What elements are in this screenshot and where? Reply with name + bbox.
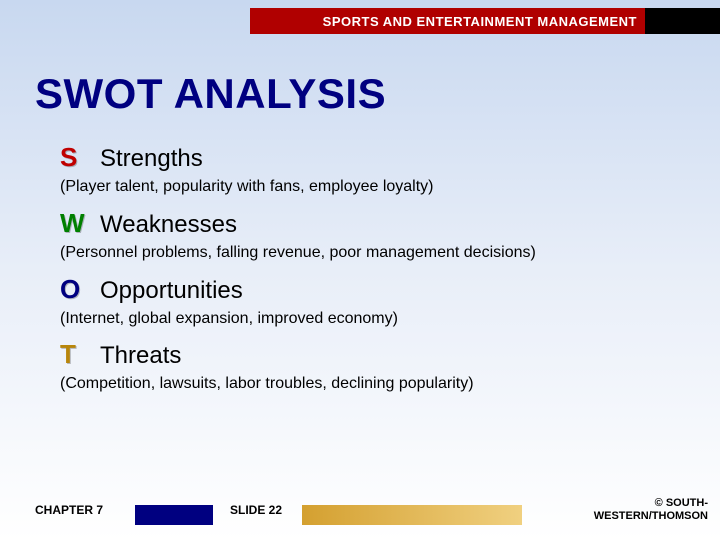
swot-letter-w: W xyxy=(60,208,100,239)
swot-label-opportunities: Opportunities xyxy=(100,277,243,305)
slide-title: SWOT ANALYSIS xyxy=(35,70,386,118)
swot-letter-o: O xyxy=(60,274,100,305)
course-title: SPORTS AND ENTERTAINMENT MANAGEMENT xyxy=(250,8,645,34)
swot-content: S Strengths (Player talent, popularity w… xyxy=(60,142,680,405)
chapter-label: CHAPTER 7 xyxy=(35,503,103,517)
swot-desc-opportunities: (Internet, global expansion, improved ec… xyxy=(60,309,680,330)
swot-opportunities: O Opportunities (Internet, global expans… xyxy=(60,274,680,330)
footer-bar: CHAPTER 7 SLIDE 22 © SOUTH- WESTERN/THOM… xyxy=(0,495,720,525)
swot-strengths: S Strengths (Player talent, popularity w… xyxy=(60,142,680,198)
swot-desc-threats: (Competition, lawsuits, labor troubles, … xyxy=(60,374,680,395)
copyright: © SOUTH- WESTERN/THOMSON xyxy=(594,497,708,523)
swot-weaknesses: W Weaknesses (Personnel problems, fallin… xyxy=(60,208,680,264)
slide-number: SLIDE 22 xyxy=(230,503,282,517)
swot-desc-strengths: (Player talent, popularity with fans, em… xyxy=(60,177,680,198)
swot-threats: T Threats (Competition, lawsuits, labor … xyxy=(60,339,680,395)
header-bar: SPORTS AND ENTERTAINMENT MANAGEMENT xyxy=(250,8,720,34)
swot-label-strengths: Strengths xyxy=(100,145,203,173)
swot-label-threats: Threats xyxy=(100,342,181,370)
header-black-block xyxy=(645,8,720,34)
swot-label-weaknesses: Weaknesses xyxy=(100,211,237,239)
swot-desc-weaknesses: (Personnel problems, falling revenue, po… xyxy=(60,243,680,264)
swot-letter-s: S xyxy=(60,142,100,173)
swot-letter-t: T xyxy=(60,339,100,370)
footer-gold-strip xyxy=(302,505,522,525)
copyright-line2: WESTERN/THOMSON xyxy=(594,510,708,522)
copyright-line1: © SOUTH- xyxy=(655,497,708,509)
footer-navy-strip xyxy=(135,505,213,525)
